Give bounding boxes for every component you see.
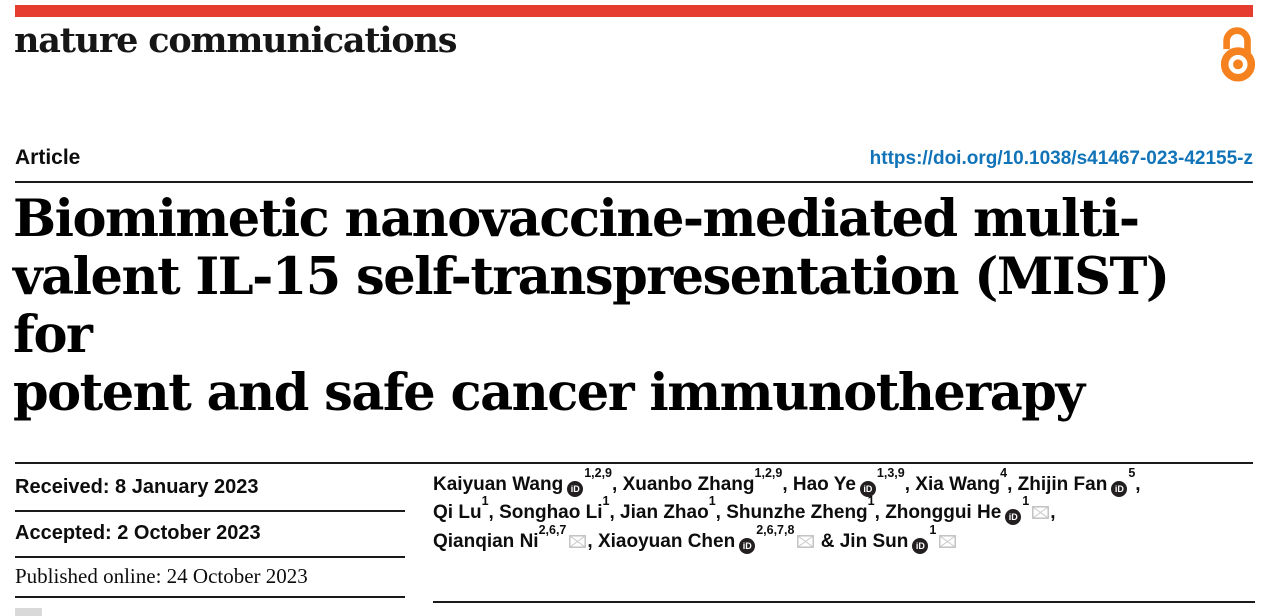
author-separator: & [815, 531, 840, 552]
author-affiliation-superscript: 1 [708, 494, 716, 509]
published-divider [15, 596, 405, 598]
author-affiliation-superscript: 1 [602, 494, 610, 509]
author-separator: , [587, 531, 598, 552]
author-affiliation-superscript: 1 [929, 523, 937, 538]
author-affiliation-superscript: 5 [1128, 466, 1136, 481]
orcid-icon[interactable]: iD [1111, 481, 1128, 497]
author-affiliation-superscript: 1,2,9 [754, 466, 783, 481]
orcid-icon[interactable]: iD [859, 481, 876, 497]
author-separator: , [782, 474, 793, 495]
orcid-icon[interactable]: iD [912, 538, 929, 554]
email-envelope-icon[interactable] [939, 529, 957, 557]
author-name: Zhonggui He [885, 502, 1002, 523]
journal-logo: nature communications [14, 20, 457, 61]
doi-link[interactable]: https://doi.org/10.1038/s41467-023-42155… [869, 148, 1253, 169]
author-name: Xia Wang [915, 474, 1001, 495]
author-name: Qi Lu [433, 502, 482, 523]
author-name: Xiaoyuan Chen [597, 531, 736, 552]
article-header-row: Article https://doi.org/10.1038/s41467-0… [15, 146, 1253, 170]
author-name: Kaiyuan Wang [433, 474, 564, 495]
brand-color-bar [15, 5, 1253, 17]
author-name: Songhao Li [499, 502, 603, 523]
author-affiliation-superscript: 1,3,9 [876, 466, 905, 481]
paper-title: Biomimetic nanovaccine-mediated multi- v… [13, 189, 1170, 423]
author-affiliation-superscript: 1,2,9 [584, 466, 613, 481]
email-envelope-icon[interactable] [1032, 500, 1050, 528]
email-envelope-icon[interactable] [569, 529, 587, 557]
author-name: Qianqian Ni [433, 531, 539, 552]
author-separator: , [715, 502, 727, 523]
section-divider [15, 462, 1253, 464]
accepted-divider [15, 556, 405, 558]
article-type-label: Article [15, 146, 81, 169]
check-for-updates-badge-partial [15, 608, 42, 616]
author-separator: , [488, 502, 500, 523]
author-affiliation-superscript: 1 [867, 494, 875, 509]
author-affiliation-superscript: 4 [1000, 466, 1008, 481]
author-affiliation-superscript: 2,6,7,8 [756, 523, 795, 538]
author-name: Jian Zhao [620, 502, 709, 523]
author-separator: , [904, 474, 916, 495]
author-separator: , [612, 474, 623, 495]
orcid-icon[interactable]: iD [1005, 509, 1022, 525]
author-separator: , [1050, 502, 1056, 523]
open-access-icon [1219, 21, 1257, 88]
header-divider [15, 181, 1253, 183]
author-name: Hao Ye [792, 474, 856, 495]
author-name: Shunzhe Zheng [726, 502, 868, 523]
author-name: Zhijin Fan [1017, 474, 1108, 495]
author-separator: , [1007, 474, 1018, 495]
author-separator: , [609, 502, 621, 523]
orcid-icon[interactable]: iD [739, 538, 756, 554]
authors-divider [433, 601, 1255, 603]
received-divider [15, 510, 405, 512]
author-affiliation-superscript: 2,6,7 [538, 523, 567, 538]
author-separator: , [874, 502, 886, 523]
email-envelope-icon[interactable] [797, 529, 815, 557]
accepted-date: Accepted: 2 October 2023 [15, 522, 261, 544]
author-name: Jin Sun [839, 531, 909, 552]
published-online-date: Published online: 24 October 2023 [15, 564, 308, 588]
author-list: Kaiyuan Wang iD1,2,9, Xuanbo Zhang1,2,9, … [433, 467, 1257, 557]
received-date: Received: 8 January 2023 [15, 476, 259, 498]
author-affiliation-superscript: 1 [1022, 494, 1030, 509]
author-name: Xuanbo Zhang [622, 474, 755, 495]
author-affiliation-superscript: 1 [481, 494, 489, 509]
orcid-icon[interactable]: iD [567, 481, 584, 497]
author-separator: , [1135, 474, 1141, 495]
